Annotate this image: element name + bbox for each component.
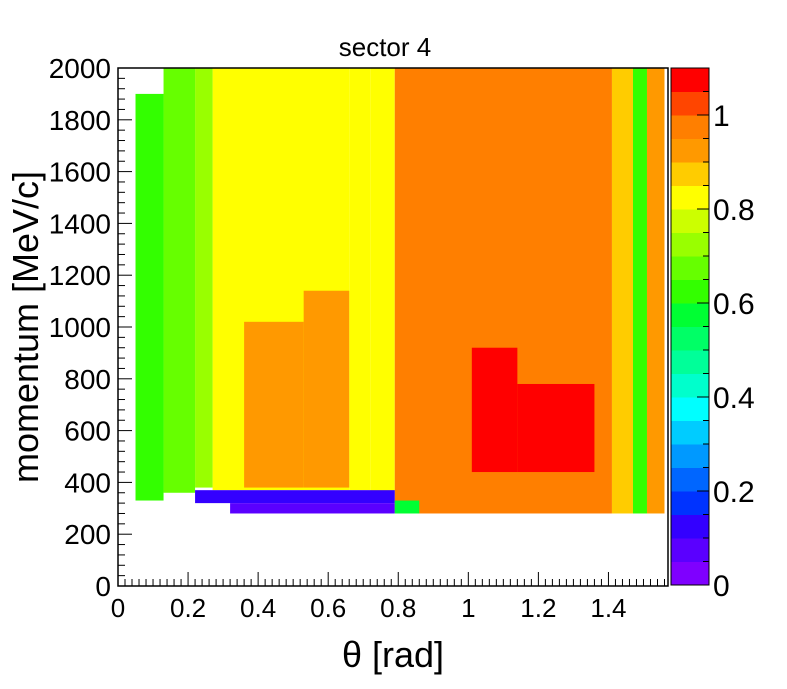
y-tick-label: 400 (64, 467, 111, 498)
colorbar-segment (671, 279, 709, 304)
heatmap-cell (230, 503, 395, 514)
heatmap-cell (646, 68, 665, 514)
colorbar-segment (671, 91, 709, 116)
heatmap-cell (471, 347, 518, 473)
y-tick-label: 1000 (49, 312, 111, 343)
colorbar-segment (671, 350, 709, 374)
colorbar-segment (671, 467, 709, 492)
colorbar-segment (671, 326, 709, 351)
heatmap-cell (244, 321, 304, 488)
y-axis-label: momentum [MeV/c] (5, 171, 46, 483)
heatmap-cell (135, 93, 164, 501)
color-scale-bar: 0 0.2 0.4 0.6 0.8 1 (670, 67, 755, 603)
x-tick-label: 1.2 (520, 593, 556, 623)
colorbar-tick-label: 0.6 (713, 288, 755, 321)
colorbar-tick-label: 0 (713, 570, 730, 603)
x-tick-label: 1 (461, 593, 475, 623)
heatmap-cells (135, 68, 665, 514)
colorbar-segment (671, 232, 709, 257)
y-tick-label: 1200 (49, 260, 111, 291)
plot-area (117, 67, 669, 587)
chart-title: sector 4 (339, 32, 432, 62)
colorbar-tick-label: 0.8 (713, 194, 755, 227)
x-tick-label: 0.2 (170, 593, 206, 623)
y-tick-label: 800 (64, 364, 111, 395)
y-tick-label: 1800 (49, 105, 111, 136)
x-tick-label: 0.4 (240, 593, 276, 623)
y-tick-label: 600 (64, 416, 111, 447)
x-tick-label: 0 (111, 593, 125, 623)
colorbar-tick-label: 0.4 (713, 382, 755, 415)
heatmap-cell (517, 383, 595, 473)
heatmap-cell (195, 490, 395, 504)
y-axis: 0 200 400 600 800 1000 1200 1400 1600 1800 2000 (49, 53, 132, 602)
colorbar-segment (671, 256, 709, 280)
colorbar-segment (671, 491, 709, 515)
heatmap-cell (349, 68, 371, 491)
y-tick-label: 2000 (49, 53, 111, 84)
heatmap-cell (370, 68, 395, 496)
colorbar-segment (671, 185, 709, 210)
y-tick-label: 0 (95, 571, 111, 602)
colorbar-segment (671, 444, 709, 468)
colorbar-segment (671, 68, 709, 92)
y-tick-label: 200 (64, 519, 111, 550)
heatmap-cell (632, 68, 647, 514)
colorbar-segment (671, 420, 709, 445)
heatmap-cell (303, 290, 350, 488)
x-tick-label: 0.8 (380, 593, 416, 623)
colorbar-segment (671, 514, 709, 539)
x-axis: 0 0.2 0.4 0.6 0.8 1 1.2 1.4 (111, 572, 665, 623)
x-tick-label: 0.6 (310, 593, 346, 623)
heatmap-cell (394, 500, 420, 514)
colorbar-segment (671, 373, 709, 398)
colorbar-segment (671, 162, 709, 186)
heatmap-cell (163, 68, 196, 493)
colorbar-segment (671, 303, 709, 327)
y-tick-label: 1600 (49, 157, 111, 188)
colorbar-segment (671, 138, 709, 163)
colorbar-segment (671, 115, 709, 139)
x-tick-label: 1.4 (590, 593, 626, 623)
y-tick-label: 1400 (49, 208, 111, 239)
colorbar-segment (671, 561, 709, 586)
colorbar-segment (671, 538, 709, 562)
heatmap-cell (195, 68, 213, 488)
colorbar-tick-label: 1 (713, 100, 730, 133)
x-axis-label: θ [rad] (342, 634, 444, 675)
colorbar-tick-label: 0.2 (713, 476, 755, 509)
heatmap-cell (611, 68, 633, 514)
colorbar-segment (671, 209, 709, 233)
colorbar-segment (671, 397, 709, 421)
